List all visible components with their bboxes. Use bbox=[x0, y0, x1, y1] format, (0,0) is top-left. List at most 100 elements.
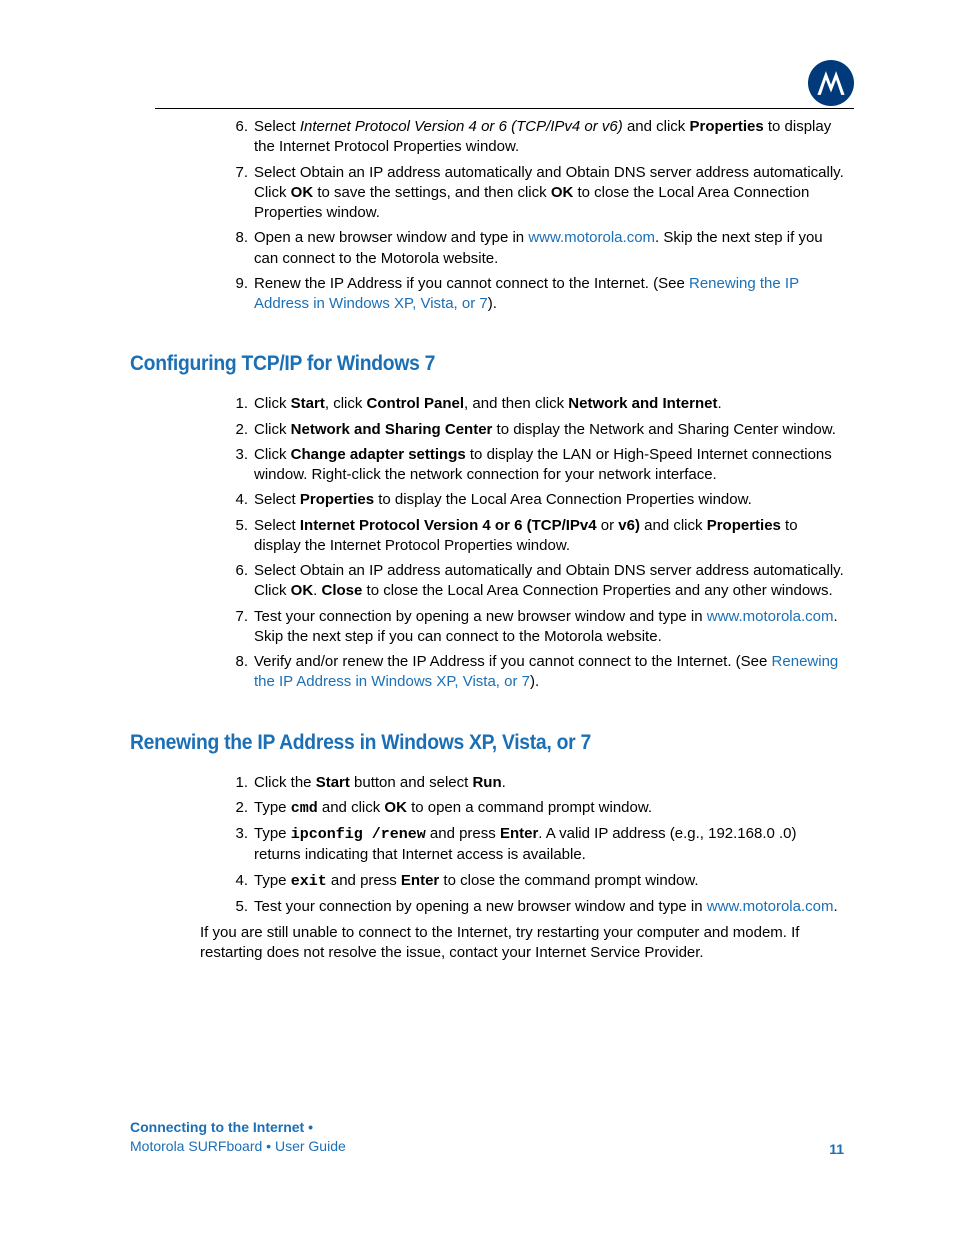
text-span: to close the Local Area Connection Prope… bbox=[362, 582, 832, 599]
text-span: to save the settings, and then click bbox=[313, 184, 551, 201]
list-item: 2.Type cmd and click OK to open a comman… bbox=[230, 798, 844, 819]
text-span: Properties bbox=[300, 491, 374, 508]
text-span: Change adapter settings bbox=[291, 446, 466, 463]
step-number: 6. bbox=[230, 117, 254, 158]
step-body: Select Internet Protocol Version 4 or 6 … bbox=[254, 516, 844, 557]
step-body: Open a new browser window and type in ww… bbox=[254, 228, 844, 269]
text-span: Select bbox=[254, 517, 300, 534]
list-item: 7.Select Obtain an IP address automatica… bbox=[230, 163, 844, 224]
step-number: 1. bbox=[230, 773, 254, 793]
list-item: 4.Select Properties to display the Local… bbox=[230, 490, 844, 510]
text-span: Type bbox=[254, 825, 291, 842]
text-span: OK bbox=[551, 184, 574, 201]
list-item: 7.Test your connection by opening a new … bbox=[230, 607, 844, 648]
text-span: Renew the IP Address if you cannot conne… bbox=[254, 275, 689, 292]
step-body: Type cmd and click OK to open a command … bbox=[254, 798, 844, 819]
heading-renewing-ip: Renewing the IP Address in Windows XP, V… bbox=[130, 731, 787, 755]
step-body: Renew the IP Address if you cannot conne… bbox=[254, 274, 844, 315]
text-span: . bbox=[833, 898, 837, 915]
list-item: 6.Select Internet Protocol Version 4 or … bbox=[230, 117, 844, 158]
page-footer: Connecting to the Internet • Motorola SU… bbox=[130, 1118, 844, 1157]
text-span: , click bbox=[325, 395, 367, 412]
list-item: 3.Type ipconfig /renew and press Enter. … bbox=[230, 824, 844, 866]
text-span: exit bbox=[291, 873, 327, 890]
step-number: 2. bbox=[230, 420, 254, 440]
footer-doc-title: Motorola SURFboard • User Guide bbox=[130, 1137, 346, 1157]
step-body: Select Internet Protocol Version 4 or 6 … bbox=[254, 117, 844, 158]
text-span: Select bbox=[254, 491, 300, 508]
motorola-logo bbox=[808, 60, 854, 106]
list-item: 1.Click the Start button and select Run. bbox=[230, 773, 844, 793]
list-item: 1.Click Start, click Control Panel, and … bbox=[230, 394, 844, 414]
text-span: Start bbox=[291, 395, 325, 412]
step-body: Click Start, click Control Panel, and th… bbox=[254, 394, 844, 414]
text-span: Network and Sharing Center bbox=[291, 421, 493, 438]
text-span: Test your connection by opening a new br… bbox=[254, 608, 707, 625]
text-span: , and then click bbox=[464, 395, 568, 412]
step-number: 8. bbox=[230, 228, 254, 269]
text-span: to display the Local Area Connection Pro… bbox=[374, 491, 752, 508]
text-span: Network and Internet bbox=[568, 395, 717, 412]
list-item: 4.Type exit and press Enter to close the… bbox=[230, 871, 844, 892]
steps-continued: 6.Select Internet Protocol Version 4 or … bbox=[230, 117, 844, 314]
step-number: 7. bbox=[230, 607, 254, 648]
text-span: to open a command prompt window. bbox=[407, 799, 652, 816]
list-item: 5.Select Internet Protocol Version 4 or … bbox=[230, 516, 844, 557]
inline-link[interactable]: www.motorola.com bbox=[707, 898, 834, 915]
step-body: Test your connection by opening a new br… bbox=[254, 897, 844, 917]
step-body: Click Change adapter settings to display… bbox=[254, 445, 844, 486]
after-paragraph: If you are still unable to connect to th… bbox=[200, 923, 844, 964]
list-item: 2.Click Network and Sharing Center to di… bbox=[230, 420, 844, 440]
text-span: Select bbox=[254, 118, 300, 135]
step-body: Click the Start button and select Run. bbox=[254, 773, 844, 793]
text-span: Properties bbox=[689, 118, 763, 135]
text-span: Type bbox=[254, 872, 291, 889]
step-body: Type exit and press Enter to close the c… bbox=[254, 871, 844, 892]
text-span: Type bbox=[254, 799, 291, 816]
step-body: Select Obtain an IP address automaticall… bbox=[254, 561, 844, 602]
text-span: OK bbox=[291, 184, 314, 201]
text-span: Click bbox=[254, 446, 291, 463]
step-number: 6. bbox=[230, 561, 254, 602]
text-span: Click the bbox=[254, 774, 316, 791]
step-number: 3. bbox=[230, 445, 254, 486]
text-span: Internet Protocol Version 4 or 6 (TCP/IP… bbox=[300, 118, 623, 135]
steps-renewing-ip: 1.Click the Start button and select Run.… bbox=[230, 773, 844, 918]
text-span: cmd bbox=[291, 800, 318, 817]
text-span: to display the Network and Sharing Cente… bbox=[492, 421, 836, 438]
step-number: 8. bbox=[230, 652, 254, 693]
text-span: Enter bbox=[500, 825, 538, 842]
text-span: Control Panel bbox=[367, 395, 465, 412]
text-span: Start bbox=[316, 774, 350, 791]
text-span: and click bbox=[640, 517, 707, 534]
list-item: 3.Click Change adapter settings to displ… bbox=[230, 445, 844, 486]
page-content: 6.Select Internet Protocol Version 4 or … bbox=[130, 117, 844, 964]
step-body: Select Properties to display the Local A… bbox=[254, 490, 844, 510]
step-number: 5. bbox=[230, 516, 254, 557]
text-span: or bbox=[597, 517, 619, 534]
text-span: Verify and/or renew the IP Address if yo… bbox=[254, 653, 772, 670]
text-span: Run bbox=[472, 774, 501, 791]
step-number: 2. bbox=[230, 798, 254, 819]
steps-configuring-win7: 1.Click Start, click Control Panel, and … bbox=[230, 394, 844, 692]
inline-link[interactable]: www.motorola.com bbox=[528, 229, 655, 246]
step-body: Select Obtain an IP address automaticall… bbox=[254, 163, 844, 224]
text-span: ). bbox=[488, 295, 497, 312]
text-span: . bbox=[502, 774, 506, 791]
text-span: ). bbox=[530, 673, 539, 690]
text-span: and click bbox=[623, 118, 690, 135]
page-number: 11 bbox=[829, 1141, 844, 1157]
step-number: 9. bbox=[230, 274, 254, 315]
step-body: Verify and/or renew the IP Address if yo… bbox=[254, 652, 844, 693]
inline-link[interactable]: www.motorola.com bbox=[707, 608, 834, 625]
step-number: 3. bbox=[230, 824, 254, 866]
list-item: 6.Select Obtain an IP address automatica… bbox=[230, 561, 844, 602]
text-span: Open a new browser window and type in bbox=[254, 229, 528, 246]
footer-section-title: Connecting to the Internet • bbox=[130, 1118, 346, 1138]
header-rule bbox=[155, 108, 854, 109]
text-span: Test your connection by opening a new br… bbox=[254, 898, 707, 915]
step-body: Click Network and Sharing Center to disp… bbox=[254, 420, 844, 440]
text-span: and click bbox=[318, 799, 385, 816]
list-item: 9.Renew the IP Address if you cannot con… bbox=[230, 274, 844, 315]
text-span: button and select bbox=[350, 774, 473, 791]
